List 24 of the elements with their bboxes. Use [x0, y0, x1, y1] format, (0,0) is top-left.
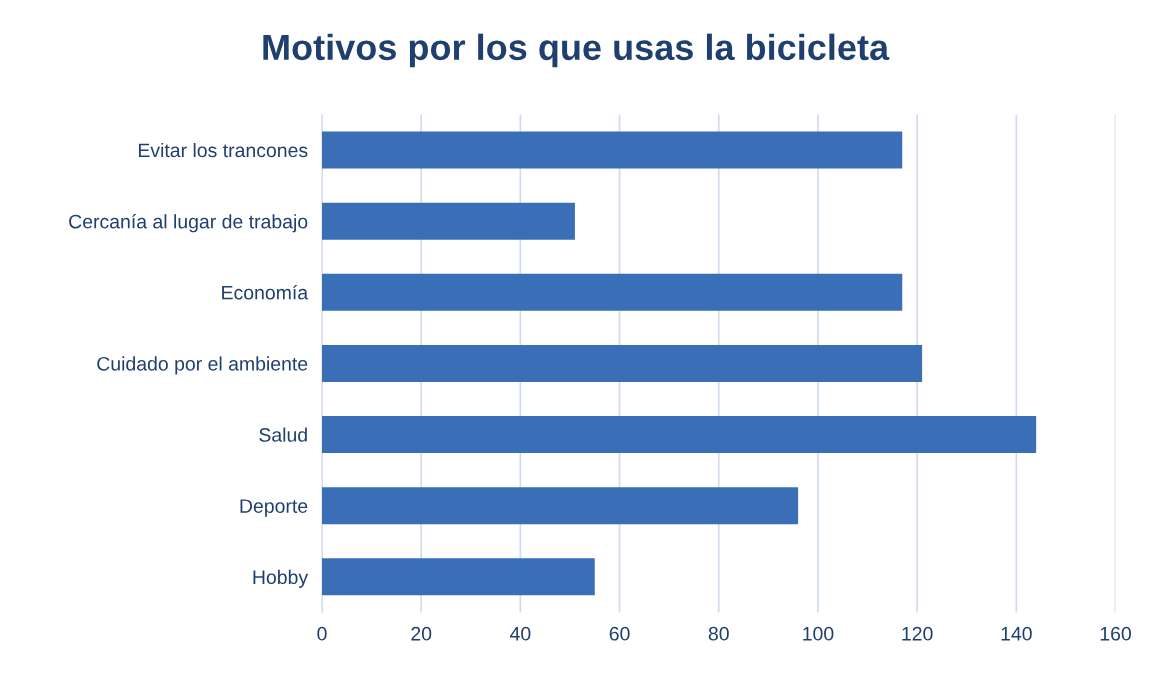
- bar: [322, 558, 595, 596]
- x-tick-label: 140: [1001, 626, 1032, 641]
- y-tick-label: Salud: [259, 427, 307, 442]
- x-tick-label: 160: [1100, 626, 1131, 641]
- x-tick-label: 20: [411, 626, 432, 641]
- y-tick-label: Deporte: [240, 499, 308, 517]
- x-tick-label: 40: [510, 626, 531, 641]
- bar: [322, 202, 575, 240]
- bar: [322, 344, 923, 382]
- chart-title: Motivos por los que usas la bicicleta: [263, 33, 890, 68]
- y-tick-label: Cuidado por el ambiente: [97, 356, 308, 375]
- bar: [322, 273, 903, 311]
- bar: [322, 416, 1037, 454]
- y-tick-label: Hobby: [253, 569, 309, 588]
- y-tick-label: Evitar los trancones: [138, 142, 308, 158]
- y-tick-label: Cercanía al lugar de trabajo: [69, 213, 308, 233]
- x-tick-label: 80: [708, 626, 729, 641]
- bar: [322, 487, 799, 525]
- x-tick-label: 0: [317, 626, 327, 641]
- y-tick-label: Economía: [222, 285, 309, 300]
- x-tick-label: 120: [902, 626, 933, 641]
- bar: [322, 131, 903, 169]
- x-tick-label: 60: [609, 626, 630, 641]
- x-tick-label: 100: [803, 626, 834, 641]
